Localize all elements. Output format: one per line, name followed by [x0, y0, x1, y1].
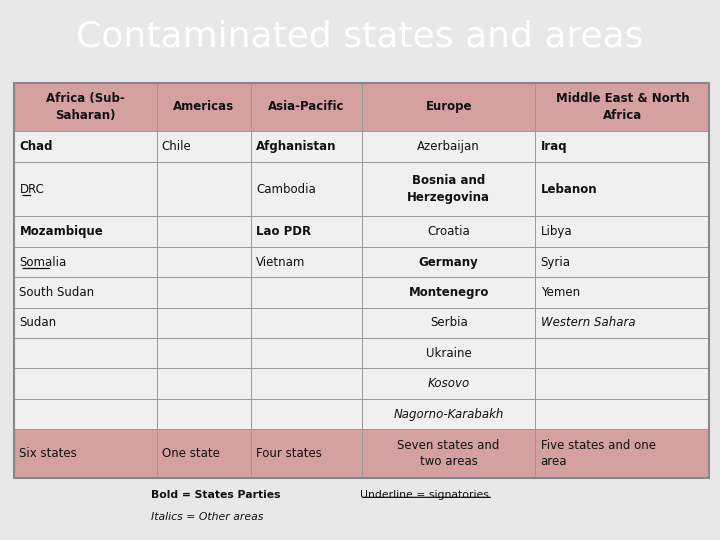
Bar — [14, 131, 156, 161]
Bar — [361, 83, 536, 131]
Bar — [14, 217, 156, 247]
Bar — [536, 308, 709, 338]
Bar — [251, 338, 361, 368]
Text: Azerbaijan: Azerbaijan — [418, 140, 480, 153]
Bar — [14, 83, 156, 131]
Text: South Sudan: South Sudan — [19, 286, 94, 299]
Bar — [251, 368, 361, 399]
Bar — [536, 338, 709, 368]
Bar — [536, 368, 709, 399]
Bar — [156, 429, 251, 478]
Text: Middle East & North
Africa: Middle East & North Africa — [556, 92, 689, 122]
Bar — [251, 161, 361, 217]
Text: Contaminated states and areas: Contaminated states and areas — [76, 19, 644, 53]
Bar — [251, 247, 361, 277]
Bar — [251, 429, 361, 478]
Text: Europe: Europe — [426, 100, 472, 113]
Bar — [14, 338, 156, 368]
Bar — [251, 277, 361, 308]
Bar — [251, 83, 361, 131]
Bar — [156, 247, 251, 277]
Text: Chad: Chad — [19, 140, 53, 153]
Bar — [14, 247, 156, 277]
Text: Chile: Chile — [161, 140, 192, 153]
Bar — [156, 308, 251, 338]
Text: Africa (Sub-
Saharan): Africa (Sub- Saharan) — [46, 92, 125, 122]
Text: Bold = States Parties: Bold = States Parties — [151, 490, 281, 500]
Bar — [251, 131, 361, 161]
Text: Asia-Pacific: Asia-Pacific — [269, 100, 345, 113]
Bar — [14, 277, 156, 308]
Text: Underline = signatories: Underline = signatories — [360, 490, 489, 500]
Bar — [361, 429, 536, 478]
Bar — [14, 429, 156, 478]
Text: One state: One state — [161, 447, 220, 460]
Bar — [156, 83, 251, 131]
Text: Cambodia: Cambodia — [256, 183, 316, 195]
Bar — [14, 308, 156, 338]
Bar — [156, 368, 251, 399]
Bar — [14, 399, 156, 429]
Text: Ukraine: Ukraine — [426, 347, 472, 360]
Text: Serbia: Serbia — [430, 316, 467, 329]
Text: Western Sahara: Western Sahara — [541, 316, 635, 329]
Text: Vietnam: Vietnam — [256, 255, 306, 268]
Bar — [251, 399, 361, 429]
Bar — [156, 131, 251, 161]
Bar — [156, 277, 251, 308]
Bar — [361, 277, 536, 308]
Bar — [14, 161, 156, 217]
Bar — [536, 429, 709, 478]
Bar — [251, 217, 361, 247]
Text: Americas: Americas — [174, 100, 235, 113]
Bar — [361, 308, 536, 338]
Bar — [156, 217, 251, 247]
Text: Syria: Syria — [541, 255, 570, 268]
Bar — [14, 83, 709, 478]
Bar — [156, 161, 251, 217]
Bar — [536, 161, 709, 217]
Text: Sudan: Sudan — [19, 316, 57, 329]
Bar — [14, 368, 156, 399]
Bar — [536, 217, 709, 247]
Text: Bosnia and
Herzegovina: Bosnia and Herzegovina — [407, 174, 490, 204]
Text: Seven states and
two areas: Seven states and two areas — [397, 439, 500, 468]
Text: Germany: Germany — [419, 255, 479, 268]
Text: Lao PDR: Lao PDR — [256, 225, 312, 238]
Bar — [361, 399, 536, 429]
Bar — [361, 217, 536, 247]
Bar — [536, 399, 709, 429]
Text: Croatia: Croatia — [427, 225, 470, 238]
Bar — [536, 83, 709, 131]
Bar — [361, 368, 536, 399]
Bar — [156, 338, 251, 368]
Text: Montenegro: Montenegro — [408, 286, 489, 299]
Bar — [536, 247, 709, 277]
Text: Five states and one
area: Five states and one area — [541, 439, 655, 468]
Bar — [251, 308, 361, 338]
Text: Afghanistan: Afghanistan — [256, 140, 337, 153]
Bar — [536, 131, 709, 161]
Text: DRC: DRC — [19, 183, 45, 195]
Text: Libya: Libya — [541, 225, 572, 238]
Text: Mozambique: Mozambique — [19, 225, 103, 238]
Text: Iraq: Iraq — [541, 140, 567, 153]
Text: Yemen: Yemen — [541, 286, 580, 299]
Bar — [361, 338, 536, 368]
Text: Nagorno-Karabakh: Nagorno-Karabakh — [393, 408, 504, 421]
Text: Six states: Six states — [19, 447, 77, 460]
Text: Four states: Four states — [256, 447, 322, 460]
Text: Somalia: Somalia — [19, 255, 67, 268]
Bar — [536, 277, 709, 308]
Bar — [156, 399, 251, 429]
Text: Lebanon: Lebanon — [541, 183, 597, 195]
Bar — [361, 247, 536, 277]
Bar — [361, 131, 536, 161]
Text: Kosovo: Kosovo — [428, 377, 469, 390]
Bar — [361, 161, 536, 217]
Text: Italics = Other areas: Italics = Other areas — [151, 512, 264, 523]
